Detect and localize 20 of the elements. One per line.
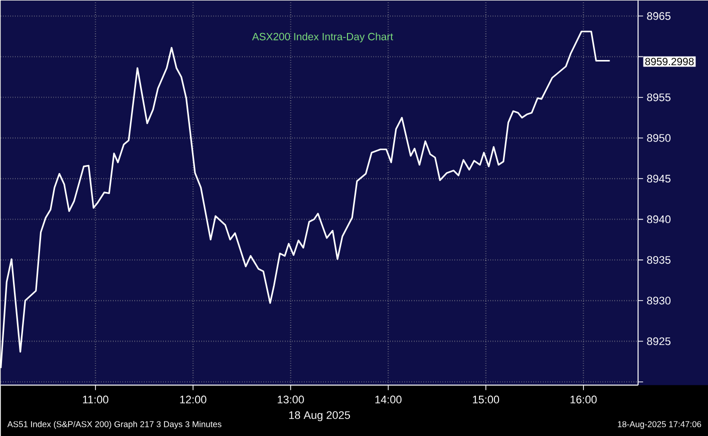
y-tick-label: 8955	[647, 93, 670, 102]
text: 18-Aug-2025 17:47:06	[618, 421, 702, 429]
y-tick-label: 8950	[647, 134, 671, 142]
line-series	[0, 30, 611, 369]
x-tick-label: 12:00	[180, 396, 206, 404]
text: AS51 Index (S&P/ASX 200) Graph 217 3 Days 3 Minutes	[7, 420, 222, 429]
x-tick-label: 15:00	[472, 396, 500, 404]
x-tick-label: 14:00	[375, 396, 402, 404]
x-tick-label: 13:00	[278, 396, 304, 404]
x-tick-label: 16:00	[570, 396, 597, 404]
text: ASX200 Index Intra-Day Chart	[252, 32, 394, 42]
x-tick-label: 11:00	[83, 396, 108, 404]
y-tick-label: 8940	[647, 215, 671, 224]
x-axis-title: 18 Aug 2025	[289, 411, 350, 422]
y-tick-label: 8930	[647, 296, 671, 304]
y-tick-label: 8925	[647, 337, 670, 346]
y-tick-label: 8965	[647, 12, 670, 20]
text: 8959.2998	[645, 58, 694, 66]
y-tick-label: 8945	[647, 174, 670, 182]
y-tick-label: 8935	[647, 256, 670, 264]
